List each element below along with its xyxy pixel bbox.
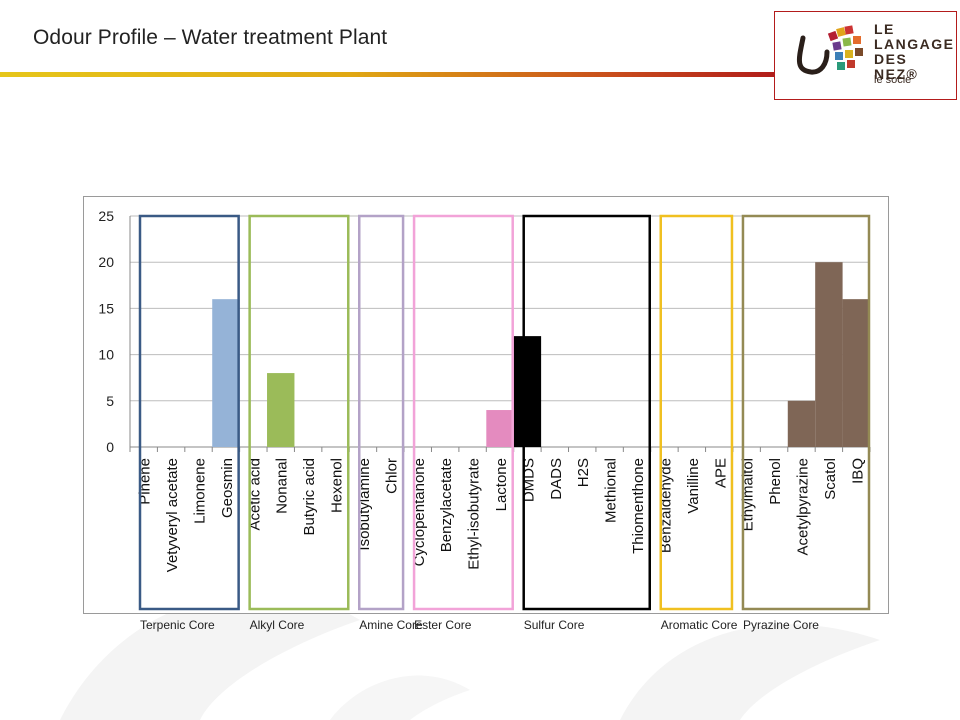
bar: [787, 400, 816, 447]
core-group-box: [412, 214, 514, 611]
y-tick-label: 0: [106, 439, 114, 455]
category-label: Vanilline: [685, 458, 702, 514]
category-label: Butyric acid: [301, 458, 318, 536]
category-label: Thiomenthone: [630, 458, 647, 554]
category-label: Benzylacetate: [438, 458, 455, 552]
slide-title: Odour Profile – Water treatment Plant: [33, 26, 388, 49]
category-label: IBQ: [849, 458, 866, 484]
category-label: Chlor: [383, 458, 400, 494]
category-label: Vetyveryl acetate: [164, 458, 181, 572]
core-group-label: Pyrazine Core: [742, 618, 819, 632]
bar: [212, 299, 240, 447]
core-group-box: [138, 214, 240, 611]
core-group-box: [522, 214, 651, 611]
y-tick-label: 20: [98, 254, 114, 270]
core-group-box: [358, 214, 405, 611]
core-group-box: [741, 214, 871, 611]
category-label: Nonanal: [274, 458, 291, 514]
core-group-label: Alkyl Core: [249, 618, 305, 632]
logo-wordmark: LE LANGAGE DES NEZ®: [874, 22, 956, 82]
title-underline: [0, 72, 776, 77]
category-label: Lactone: [493, 458, 510, 511]
core-group-label: Sulfur Core: [523, 618, 585, 632]
logo-line-3: DES NEZ®: [874, 51, 919, 82]
bar: [815, 262, 843, 447]
category-label: Ethyl-isobutyrate: [466, 458, 483, 570]
core-group-box: [659, 214, 734, 611]
bar: [513, 336, 542, 447]
core-group-label: Amine Core: [359, 618, 423, 632]
bar: [842, 299, 870, 447]
core-group-label: Aromatic Core: [660, 618, 738, 632]
bar: [267, 373, 295, 447]
category-label: Phenol: [767, 458, 784, 505]
y-tick-label: 5: [106, 393, 114, 409]
category-label: H2S: [575, 458, 592, 487]
category-label: Scatol: [822, 458, 839, 500]
bar: [486, 410, 514, 447]
logo-line-2: LANGAGE: [874, 36, 955, 52]
logo-tagline: le socle: [874, 74, 912, 86]
logo-line-1: LE: [874, 21, 895, 37]
category-label: Hexenol: [329, 458, 346, 513]
category-label: Geosmin: [219, 458, 236, 518]
y-tick-label: 15: [98, 300, 114, 316]
core-group-label: Terpenic Core: [140, 618, 215, 632]
core-group-label: Ester Core: [414, 618, 472, 632]
logo-mark-icon: [797, 25, 863, 75]
core-group-box: [248, 214, 350, 611]
category-label: DADS: [548, 458, 565, 500]
category-label: Limonene: [192, 458, 209, 524]
y-tick-label: 25: [98, 208, 114, 224]
category-label: Methional: [603, 458, 620, 523]
logo: LE LANGAGE DES NEZ® le socle: [774, 11, 957, 100]
category-label: APE: [712, 458, 729, 488]
y-tick-label: 10: [98, 347, 114, 363]
category-label: Acetylpyrazine: [794, 458, 811, 556]
